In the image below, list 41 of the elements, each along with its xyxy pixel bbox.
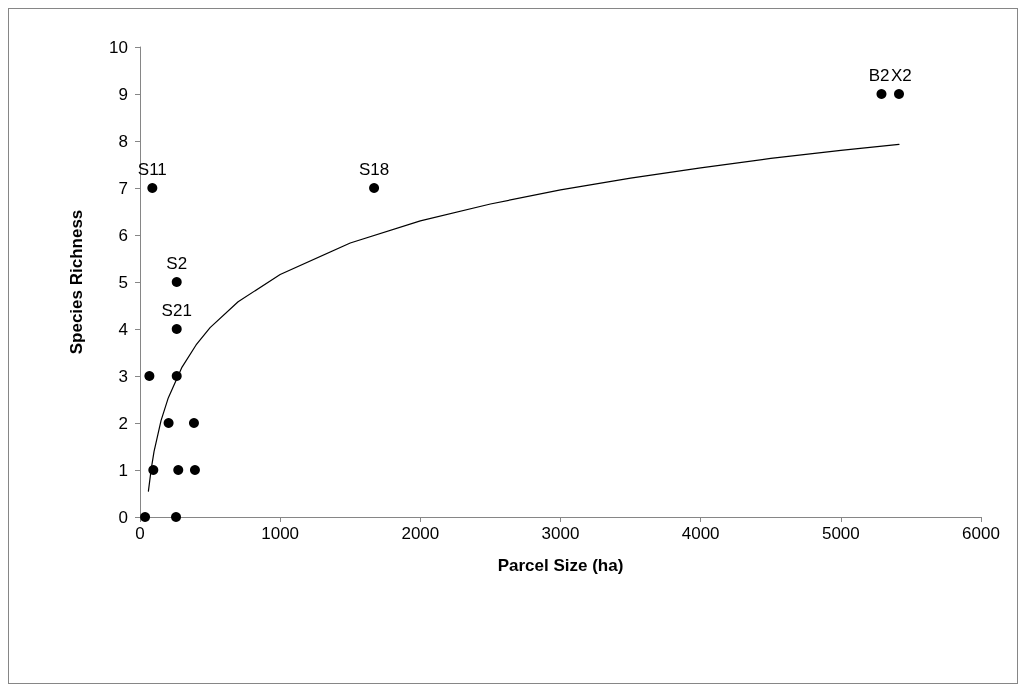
x-tick-label: 1000 (261, 524, 300, 543)
annotation: B2 (868, 66, 890, 85)
annotation: S2 (166, 254, 188, 273)
point (189, 465, 200, 475)
point (140, 512, 151, 522)
annotation: S18 (358, 160, 390, 179)
x-tick-label: 2000 (401, 524, 440, 543)
annotation: S21 (161, 301, 192, 320)
point (171, 324, 182, 334)
point (894, 89, 904, 99)
point (173, 465, 184, 475)
y-tick-label: 7 (118, 178, 128, 198)
annotation: X2 (891, 66, 912, 85)
point (171, 371, 182, 381)
y-tick-label: 10 (109, 37, 128, 57)
point (147, 183, 158, 193)
y-tick-label: 3 (118, 366, 128, 386)
x-axis-title: Parcel Size (ha) (497, 556, 624, 575)
y-tick-label: 0 (118, 507, 128, 527)
y-axis-title: Species Richness (67, 209, 86, 355)
y-tick-label: 8 (118, 131, 128, 151)
y-tick-label: 5 (118, 272, 128, 292)
annotation: S11 (137, 160, 167, 179)
point (876, 89, 887, 99)
y-tick-label: 4 (118, 319, 128, 339)
point (148, 465, 159, 475)
point (163, 418, 174, 428)
point (369, 183, 380, 193)
point (144, 371, 155, 381)
y-tick-label: 1 (118, 460, 128, 480)
y-tick-label: 2 (118, 413, 128, 433)
y-tick-label: 9 (118, 84, 128, 104)
x-tick-label: 3000 (541, 524, 580, 543)
x-tick-label: 5000 (821, 524, 860, 543)
x-tick-label: 4000 (681, 524, 720, 543)
x-tick-label: 6000 (962, 524, 1000, 543)
y-tick-label: 6 (118, 225, 128, 245)
point (171, 277, 182, 287)
point (171, 512, 182, 522)
x-tick-label: 0 (135, 524, 145, 543)
point (188, 418, 199, 428)
